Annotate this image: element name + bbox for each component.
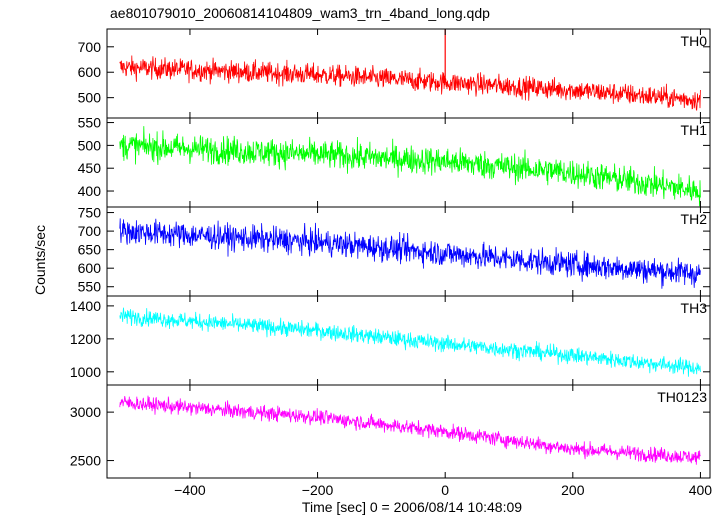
y-tick-label: 600 (78, 260, 102, 276)
y-tick-label: 500 (78, 137, 102, 153)
y-tick-label: 3000 (70, 404, 101, 420)
x-tick-label: −400 (174, 482, 206, 498)
y-tick-label: 700 (78, 39, 102, 55)
panel-label: TH0123 (657, 389, 707, 405)
panel-th0: 500 600 700 TH0 (78, 28, 711, 119)
panel-th2: 550 600 650 700 750 TH2 (78, 205, 711, 297)
chart-title: ae801079010_20060814104809_wam3_trn_4ban… (110, 5, 490, 21)
x-tick-label: 200 (561, 482, 585, 498)
y-tick-label: 400 (78, 183, 102, 199)
series-line-th0 (119, 55, 701, 111)
panel-frame (106, 384, 711, 479)
y-tick-label: 2500 (70, 453, 101, 469)
y-tick-label: 750 (78, 205, 102, 221)
panel-th0123: 2500 3000 TH0123 (70, 384, 711, 479)
y-tick-label: 550 (78, 115, 102, 131)
panels: 500 600 700 TH0 400 450 500 550 TH1 550 600 650 700 7… (70, 28, 713, 498)
y-tick-label: 600 (78, 64, 102, 80)
series-line-th2 (119, 218, 701, 289)
x-axis-label: Time [sec] 0 = 2006/08/14 10:48:09 (302, 499, 522, 515)
y-tick-label: 1400 (70, 298, 101, 314)
series-line-th1 (119, 126, 701, 207)
series-line-th0123 (119, 395, 701, 465)
x-tick-label: 400 (689, 482, 713, 498)
panel-label: TH3 (681, 300, 708, 316)
panel-th3: 1000 1200 1400 TH3 (70, 295, 711, 386)
y-tick-label: 550 (78, 279, 102, 295)
panel-label: TH2 (681, 211, 708, 227)
x-tick-label: 0 (441, 482, 449, 498)
y-tick-label: 450 (78, 160, 102, 176)
y-tick-label: 1200 (70, 331, 101, 347)
series-line-th3 (119, 307, 701, 377)
x-tick-label: −200 (302, 482, 334, 498)
y-tick-label: 700 (78, 223, 102, 239)
panel-th1: 400 450 500 550 TH1 (78, 115, 711, 208)
panel-label: TH1 (681, 122, 708, 138)
y-tick-label: 650 (78, 242, 102, 258)
y-tick-label: 500 (78, 90, 102, 106)
panel-label: TH0 (681, 33, 708, 49)
y-tick-label: 1000 (70, 364, 101, 380)
y-axis-label: Counts/sec (32, 225, 48, 295)
